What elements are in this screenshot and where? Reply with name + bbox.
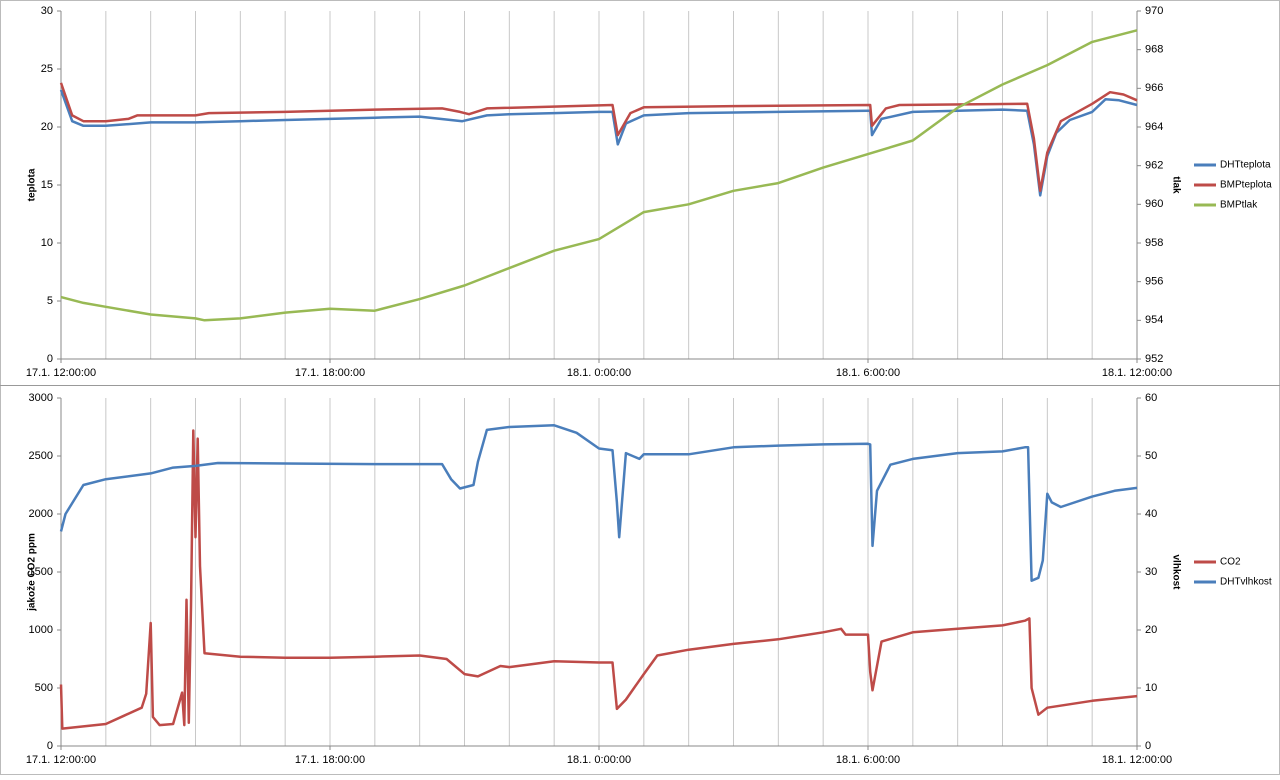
- y2-tick-label: 0: [1145, 740, 1151, 752]
- legend-label: DHTteplota: [1220, 160, 1271, 171]
- legend-label: DHTvlhkost: [1220, 577, 1272, 588]
- y2-tick-label: 960: [1145, 198, 1163, 210]
- y-tick-label: 3000: [29, 392, 53, 404]
- y-tick-label: 25: [41, 63, 53, 75]
- y-tick-label: 2000: [29, 508, 53, 520]
- y-axis-title: jakože CO2 ppm: [27, 533, 38, 612]
- x-tick-label: 17.1. 12:00:00: [26, 754, 96, 766]
- legend-label: BMPtlak: [1220, 200, 1258, 211]
- x-tick-label: 17.1. 18:00:00: [295, 367, 365, 379]
- series-line: [59, 429, 1138, 730]
- y2-tick-label: 964: [1145, 121, 1163, 133]
- x-tick-label: 18.1. 12:00:00: [1102, 754, 1172, 766]
- x-tick-label: 18.1. 12:00:00: [1102, 367, 1172, 379]
- y2-tick-label: 952: [1145, 353, 1163, 365]
- y2-tick-label: 40: [1145, 508, 1157, 520]
- y2-tick-label: 954: [1145, 314, 1163, 326]
- y-tick-label: 1000: [29, 624, 53, 636]
- y2-tick-label: 60: [1145, 392, 1157, 404]
- y-tick-label: 2500: [29, 450, 53, 462]
- y-tick-label: 1500: [29, 566, 53, 578]
- x-tick-label: 17.1. 18:00:00: [295, 754, 365, 766]
- y2-tick-label: 20: [1145, 624, 1157, 636]
- y-tick-label: 20: [41, 121, 53, 133]
- x-tick-label: 17.1. 12:00:00: [26, 367, 96, 379]
- x-tick-label: 18.1. 6:00:00: [836, 367, 900, 379]
- y-tick-label: 5: [47, 295, 53, 307]
- y2-axis-title: vlhkost: [1170, 554, 1181, 590]
- y2-tick-label: 970: [1145, 5, 1163, 17]
- y-tick-label: 10: [41, 237, 53, 249]
- y-tick-label: 15: [41, 179, 53, 191]
- series-line: [59, 424, 1138, 582]
- y2-tick-label: 50: [1145, 450, 1157, 462]
- series-line: [60, 29, 1138, 322]
- x-tick-label: 18.1. 6:00:00: [836, 754, 900, 766]
- y-axis-title: teplota: [27, 168, 38, 201]
- y2-tick-label: 962: [1145, 160, 1163, 172]
- legend-label: CO2: [1220, 557, 1241, 568]
- y2-tick-label: 966: [1145, 82, 1163, 94]
- y-tick-label: 30: [41, 5, 53, 17]
- series-line: [59, 82, 1138, 193]
- x-tick-label: 18.1. 0:00:00: [567, 754, 631, 766]
- y-tick-label: 0: [47, 353, 53, 365]
- legend-label: BMPteplota: [1220, 180, 1272, 191]
- y2-tick-label: 956: [1145, 276, 1163, 288]
- y-tick-label: 0: [47, 740, 53, 752]
- y2-tick-label: 958: [1145, 237, 1163, 249]
- y2-tick-label: 10: [1145, 682, 1157, 694]
- y2-tick-label: 968: [1145, 44, 1163, 56]
- y-tick-label: 500: [35, 682, 53, 694]
- y2-axis-title: tlak: [1170, 176, 1181, 194]
- y2-tick-label: 30: [1145, 566, 1157, 578]
- x-tick-label: 18.1. 0:00:00: [567, 367, 631, 379]
